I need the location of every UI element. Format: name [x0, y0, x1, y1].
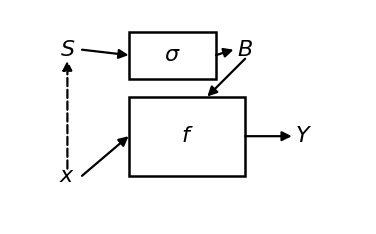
- Polygon shape: [129, 97, 245, 176]
- Text: $x$: $x$: [59, 165, 75, 187]
- Text: $f$: $f$: [180, 125, 193, 147]
- Text: $\sigma$: $\sigma$: [164, 44, 180, 66]
- Text: $B$: $B$: [237, 39, 253, 61]
- Text: $Y$: $Y$: [295, 125, 312, 147]
- Text: $S$: $S$: [60, 39, 75, 61]
- Polygon shape: [129, 32, 216, 79]
